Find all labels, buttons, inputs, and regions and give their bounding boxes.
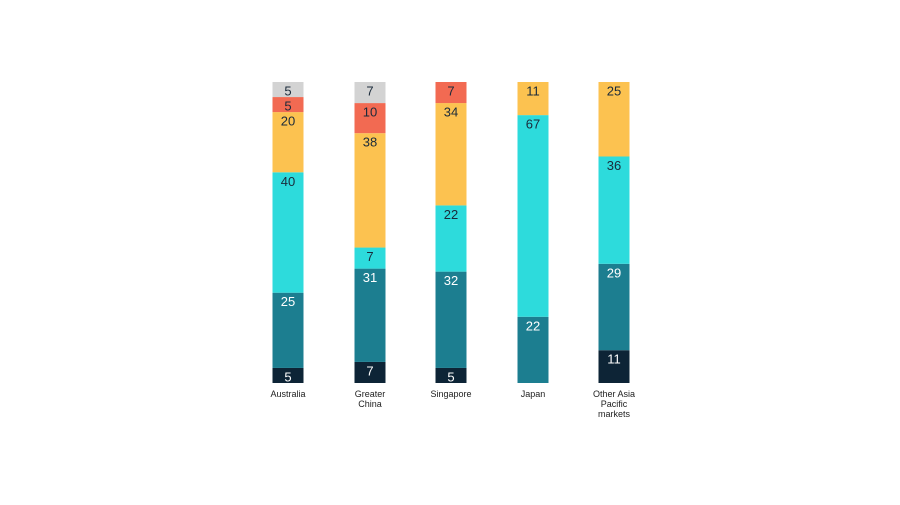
bar-segment xyxy=(272,82,304,98)
data-label: 7 xyxy=(366,363,373,378)
bar-segment xyxy=(598,156,630,264)
bar-segment xyxy=(354,82,386,104)
x-tick-label-line: markets xyxy=(598,409,631,419)
data-label: 40 xyxy=(281,174,295,189)
x-tick-label: Greater China xyxy=(355,389,386,409)
x-tick-label-line: China xyxy=(358,399,382,409)
x-tick-label-line: Other Asia xyxy=(593,389,635,399)
data-label: 22 xyxy=(526,318,540,333)
data-label: 29 xyxy=(607,265,621,280)
x-tick-label-line: Australia xyxy=(270,389,305,399)
data-label: 36 xyxy=(607,158,621,173)
x-tick-label: Australia xyxy=(270,389,305,399)
data-label: 25 xyxy=(281,294,295,309)
data-label: 32 xyxy=(444,273,458,288)
data-label: 31 xyxy=(363,270,377,285)
data-label: 11 xyxy=(526,84,540,99)
data-label: 5 xyxy=(447,369,454,384)
data-label: 5 xyxy=(284,84,291,99)
bar-segment xyxy=(272,172,304,293)
bar-segment xyxy=(517,82,549,116)
data-label: 7 xyxy=(366,84,373,99)
bar-segment xyxy=(517,316,549,383)
bar-segment xyxy=(272,97,304,113)
x-tick-label: Other Asia Pacific markets xyxy=(593,389,635,419)
bar-segment xyxy=(598,350,630,383)
bar-segment xyxy=(598,82,630,157)
bar-segment xyxy=(272,367,304,383)
bar-stack: 5 32 22 34 7 xyxy=(435,82,467,384)
bar-segment xyxy=(354,247,386,269)
bar-segment xyxy=(354,133,386,248)
data-label: 7 xyxy=(447,84,454,99)
x-tick-label-line: Japan xyxy=(521,389,546,399)
data-label: 11 xyxy=(607,352,621,367)
x-tick-label-line: Greater xyxy=(355,389,386,399)
data-label: 22 xyxy=(444,207,458,222)
data-label: 5 xyxy=(284,99,291,114)
data-label: 25 xyxy=(607,84,621,99)
bar-stack: 7 31 7 38 10 7 xyxy=(354,82,386,383)
bar-segment xyxy=(435,103,467,206)
data-label: 7 xyxy=(366,249,373,264)
bar-segment xyxy=(272,292,304,368)
bar-segment xyxy=(517,115,549,317)
data-label: 34 xyxy=(444,105,458,120)
bar-segment xyxy=(272,112,304,173)
bar-segment xyxy=(354,103,386,134)
data-label: 38 xyxy=(363,135,377,150)
x-tick-label-line: Pacific xyxy=(601,399,628,409)
bar-stack: 22 67 11 xyxy=(517,82,549,383)
bar-segment xyxy=(435,367,467,383)
bar-segment xyxy=(435,205,467,272)
x-tick-label: Japan xyxy=(521,389,546,399)
data-label: 67 xyxy=(526,117,540,132)
x-tick-label-line: Singapore xyxy=(430,389,471,399)
bar-segment xyxy=(435,271,467,368)
bar-stack: 11 29 36 25 xyxy=(598,82,630,383)
x-tick-label: Singapore xyxy=(430,389,471,399)
bar-segment xyxy=(354,361,386,383)
data-label: 20 xyxy=(281,114,295,129)
bar-segment xyxy=(435,82,467,104)
bar-segment xyxy=(598,263,630,351)
data-label: 10 xyxy=(363,105,377,120)
data-label: 5 xyxy=(284,369,291,384)
bar-segment xyxy=(354,268,386,362)
